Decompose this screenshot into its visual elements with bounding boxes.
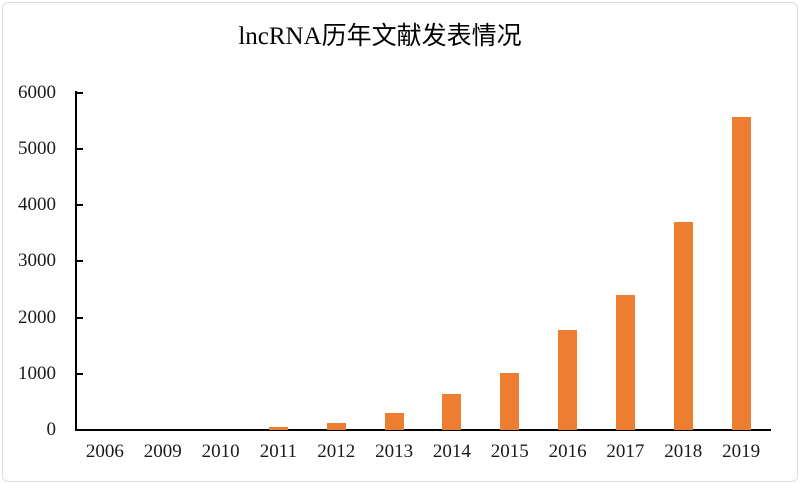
bar-2014 <box>442 394 462 430</box>
y-axis-tick <box>76 260 83 263</box>
chart-title: lncRNA历年文献发表情况 <box>238 23 522 50</box>
bar-2012 <box>326 423 346 430</box>
y-axis-tick <box>76 147 83 150</box>
bar-2018 <box>673 222 693 430</box>
bar-2019 <box>731 116 751 430</box>
y-axis-label-3000: 3000 <box>18 250 56 272</box>
x-axis-label-2011: 2011 <box>259 441 298 462</box>
y-axis-tick <box>76 91 83 94</box>
x-axis-label-2016: 2016 <box>548 441 587 462</box>
y-axis-line <box>74 91 77 431</box>
y-axis-label-0: 0 <box>46 419 57 440</box>
x-axis-label-2019: 2019 <box>722 441 761 462</box>
x-axis-label-2014: 2014 <box>432 441 471 462</box>
y-axis-tick <box>76 372 83 375</box>
y-axis-label-5000: 5000 <box>18 137 56 159</box>
y-axis-label-2000: 2000 <box>18 306 56 328</box>
y-axis-label-6000: 6000 <box>18 81 56 103</box>
bar-2015 <box>500 372 520 430</box>
x-axis-label-2015: 2015 <box>490 441 529 462</box>
x-axis-label-2010: 2010 <box>201 441 240 462</box>
x-axis-label-2018: 2018 <box>664 441 703 462</box>
x-axis-label-2006: 2006 <box>85 441 124 462</box>
x-axis-label-2009: 2009 <box>143 441 182 462</box>
x-axis-label-2013: 2013 <box>375 441 414 462</box>
y-axis-label-4000: 4000 <box>18 194 56 215</box>
x-axis-line <box>74 429 771 431</box>
y-axis-label-1000: 1000 <box>18 362 56 384</box>
x-axis-label-2012: 2012 <box>317 441 356 462</box>
bar-2011 <box>268 427 288 430</box>
bar-2017 <box>615 295 635 430</box>
y-axis-tick <box>76 204 83 206</box>
bar-2013 <box>384 413 404 430</box>
bar-2016 <box>558 330 578 430</box>
x-axis-label-2017: 2017 <box>606 441 645 462</box>
y-axis-tick <box>76 316 83 319</box>
